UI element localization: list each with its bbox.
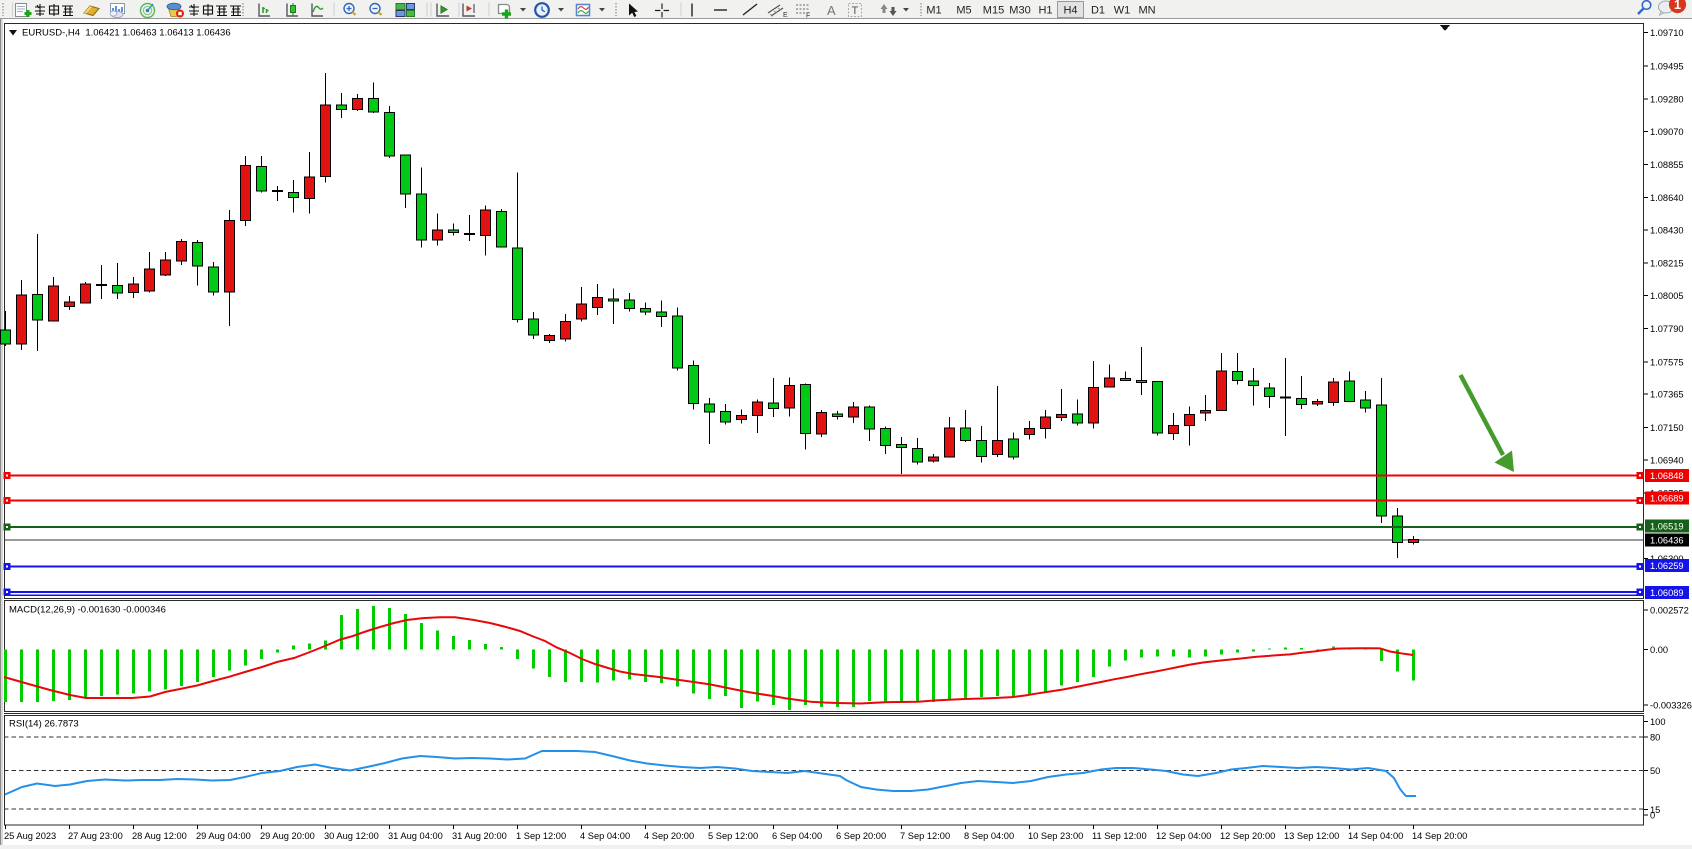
svg-text:M5: M5 [956,5,971,17]
svg-text:15: 15 [1650,805,1660,815]
svg-text:1.06089: 1.06089 [1650,588,1684,598]
svg-text:29 Aug 04:00: 29 Aug 04:00 [196,831,251,841]
svg-text:1.08005: 1.08005 [1650,291,1684,301]
svg-text:1.07150: 1.07150 [1650,423,1684,433]
svg-text:0.002572: 0.002572 [1650,606,1689,616]
svg-text:1 Sep 12:00: 1 Sep 12:00 [516,831,566,841]
svg-text:1.06259: 1.06259 [1650,561,1684,571]
svg-text:D1: D1 [1091,5,1105,17]
svg-text:6 Sep 04:00: 6 Sep 04:00 [772,831,822,841]
svg-text:EURUSD-,H4 1.06421 1.06463 1.: EURUSD-,H4 1.06421 1.06463 1.06413 1.064… [22,28,231,39]
svg-text:RSI(14) 26.7873: RSI(14) 26.7873 [9,719,79,730]
svg-text:A: A [827,3,836,18]
svg-text:31 Aug 20:00: 31 Aug 20:00 [452,831,507,841]
svg-text:27 Aug 23:00: 27 Aug 23:00 [68,831,123,841]
svg-text:5 Sep 12:00: 5 Sep 12:00 [708,831,758,841]
svg-text:14 Sep 20:00: 14 Sep 20:00 [1412,831,1467,841]
svg-text:6 Sep 20:00: 6 Sep 20:00 [836,831,886,841]
svg-text:1.06940: 1.06940 [1650,455,1684,465]
svg-text:25 Aug 2023: 25 Aug 2023 [4,831,56,841]
svg-text:MACD(12,26,9) -0.001630 -0.000: MACD(12,26,9) -0.001630 -0.000346 [9,605,166,616]
svg-text:1.08855: 1.08855 [1650,160,1684,170]
svg-text:H1: H1 [1038,5,1052,17]
svg-text:0.00: 0.00 [1650,645,1668,655]
svg-text:1.07365: 1.07365 [1650,390,1684,400]
svg-text:W1: W1 [1114,5,1131,17]
svg-text:12 Sep 04:00: 12 Sep 04:00 [1156,831,1211,841]
svg-text:1.08215: 1.08215 [1650,259,1684,269]
svg-text:10 Sep 23:00: 10 Sep 23:00 [1028,831,1083,841]
svg-text:1.09070: 1.09070 [1650,127,1684,137]
svg-text:1.09280: 1.09280 [1650,95,1684,105]
svg-text:1.09710: 1.09710 [1650,28,1684,38]
svg-text:29 Aug 20:00: 29 Aug 20:00 [260,831,315,841]
svg-text:14 Sep 04:00: 14 Sep 04:00 [1348,831,1403,841]
svg-text:30 Aug 12:00: 30 Aug 12:00 [324,831,379,841]
svg-text:F: F [806,13,810,20]
svg-text:T: T [852,5,859,17]
svg-text:H4: H4 [1063,5,1077,17]
svg-text:12 Sep 20:00: 12 Sep 20:00 [1220,831,1275,841]
svg-text:11 Sep 12:00: 11 Sep 12:00 [1092,831,1147,841]
svg-text:E: E [783,12,788,19]
svg-text:MN: MN [1138,5,1155,17]
svg-text:1: 1 [1674,0,1681,12]
svg-text:1.06848: 1.06848 [1650,471,1684,481]
svg-text:0: 0 [1650,810,1655,820]
svg-text:7 Sep 12:00: 7 Sep 12:00 [900,831,950,841]
svg-text:1.06519: 1.06519 [1650,522,1684,532]
svg-text:1.07575: 1.07575 [1650,357,1684,367]
svg-text:31 Aug 04:00: 31 Aug 04:00 [388,831,443,841]
svg-text:1.07790: 1.07790 [1650,324,1684,334]
svg-text:1.09495: 1.09495 [1650,61,1684,71]
svg-text:50: 50 [1650,766,1660,776]
svg-text:M30: M30 [1009,5,1030,17]
svg-text:8 Sep 04:00: 8 Sep 04:00 [964,831,1014,841]
svg-text:M15: M15 [983,5,1004,17]
svg-text:80: 80 [1650,733,1660,743]
svg-text:1.06436: 1.06436 [1650,536,1684,546]
svg-text:28 Aug 12:00: 28 Aug 12:00 [132,831,187,841]
svg-text:M1: M1 [926,5,941,17]
svg-text:4 Sep 04:00: 4 Sep 04:00 [580,831,630,841]
svg-text:1.08640: 1.08640 [1650,193,1684,203]
svg-text:1.06689: 1.06689 [1650,494,1684,504]
svg-text:100: 100 [1650,717,1666,727]
svg-text:-0.003326: -0.003326 [1650,701,1692,711]
svg-text:13 Sep 12:00: 13 Sep 12:00 [1284,831,1339,841]
svg-text:1.08430: 1.08430 [1650,226,1684,236]
svg-text:4 Sep 20:00: 4 Sep 20:00 [644,831,694,841]
